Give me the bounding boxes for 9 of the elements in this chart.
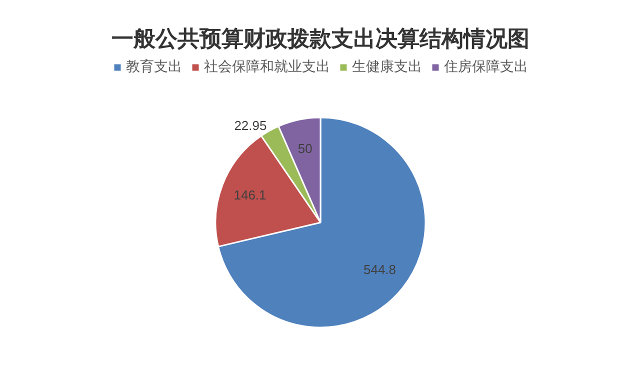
- legend-label: 生健康支出: [352, 58, 422, 76]
- data-label: 544.8: [363, 262, 396, 277]
- data-label: 22.95: [234, 118, 267, 133]
- legend-label: 住房保障支出: [444, 58, 528, 76]
- legend-label: 社会保障和就业支出: [204, 58, 330, 76]
- data-label: 146.1: [234, 188, 266, 203]
- legend-label: 教育支出: [126, 58, 182, 76]
- chart-title: 一般公共预算财政拨款支出决算结构情况图: [112, 26, 530, 51]
- data-label: 50: [298, 140, 312, 156]
